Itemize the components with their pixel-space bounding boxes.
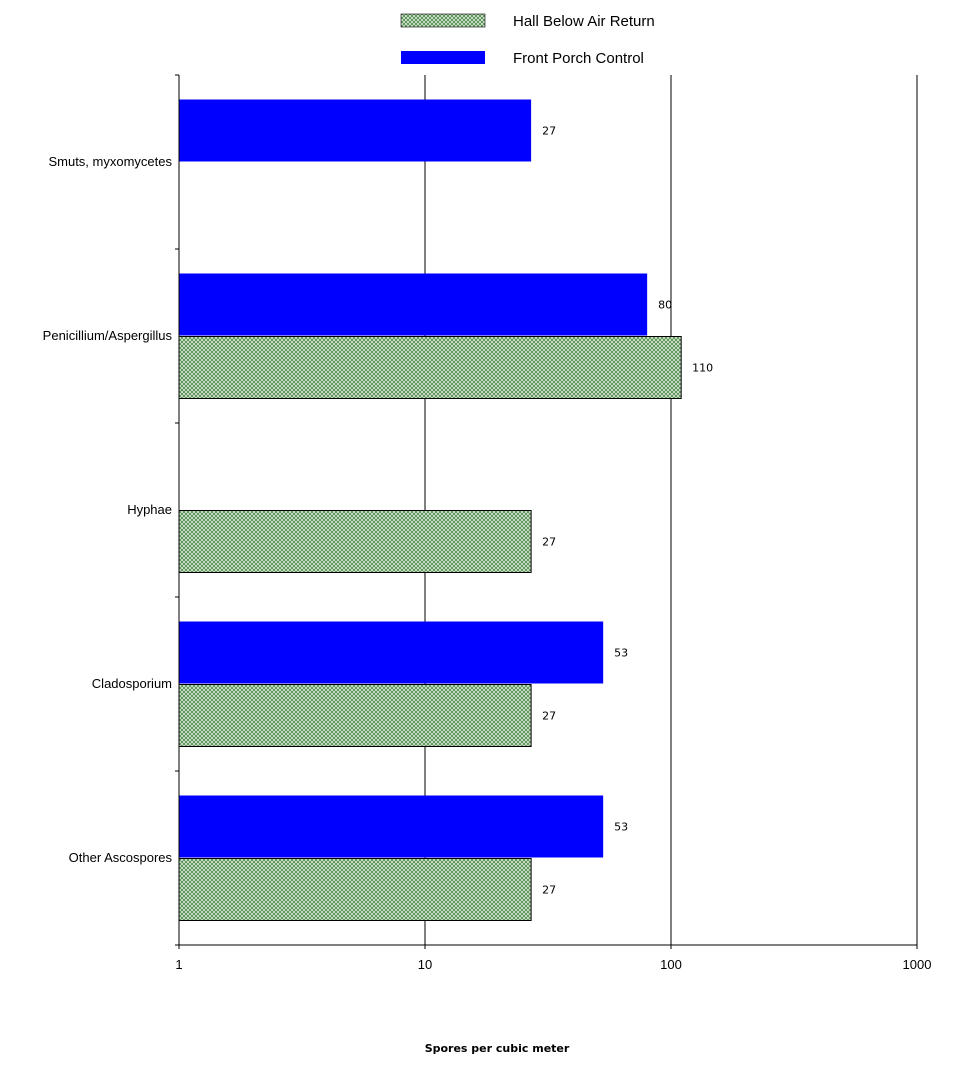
x-axis-title: Spores per cubic meter <box>425 1042 570 1055</box>
bar-front-porch-control <box>179 99 532 162</box>
axes <box>175 74 918 949</box>
legend-swatch <box>401 51 485 64</box>
data-label: 110 <box>692 362 713 375</box>
category-label: Penicillium/Aspergillus <box>43 328 173 343</box>
x-tick-label: 100 <box>660 957 682 972</box>
bar-hall-below-air-return <box>178 684 532 747</box>
bar-hall-below-air-return <box>178 510 532 573</box>
category-label: Cladosporium <box>92 676 172 691</box>
data-label: 27 <box>542 125 556 138</box>
category-label: Smuts, myxomycetes <box>48 154 172 169</box>
bar-hall-below-air-return <box>178 858 532 921</box>
data-label: 27 <box>542 884 556 897</box>
bar-front-porch-control <box>179 795 604 858</box>
data-label: 53 <box>614 821 628 834</box>
data-label: 27 <box>542 710 556 723</box>
legend: Hall Below Air Return Front Porch Control <box>400 13 655 67</box>
bars <box>178 99 682 921</box>
bar-front-porch-control <box>179 621 604 684</box>
category-label: Hyphae <box>127 502 172 517</box>
x-tick-label: 1 <box>175 957 182 972</box>
x-tick-label: 1000 <box>903 957 932 972</box>
legend-label: Hall Below Air Return <box>513 13 655 30</box>
legend-label: Front Porch Control <box>513 50 644 67</box>
category-label: Other Ascospores <box>69 850 173 865</box>
data-label: 80 <box>658 299 672 312</box>
data-label: 27 <box>542 536 556 549</box>
legend-swatch <box>400 13 486 28</box>
bar-hall-below-air-return <box>178 336 682 399</box>
x-tick-label: 10 <box>418 957 432 972</box>
data-label: 53 <box>614 647 628 660</box>
bar-front-porch-control <box>179 273 648 336</box>
